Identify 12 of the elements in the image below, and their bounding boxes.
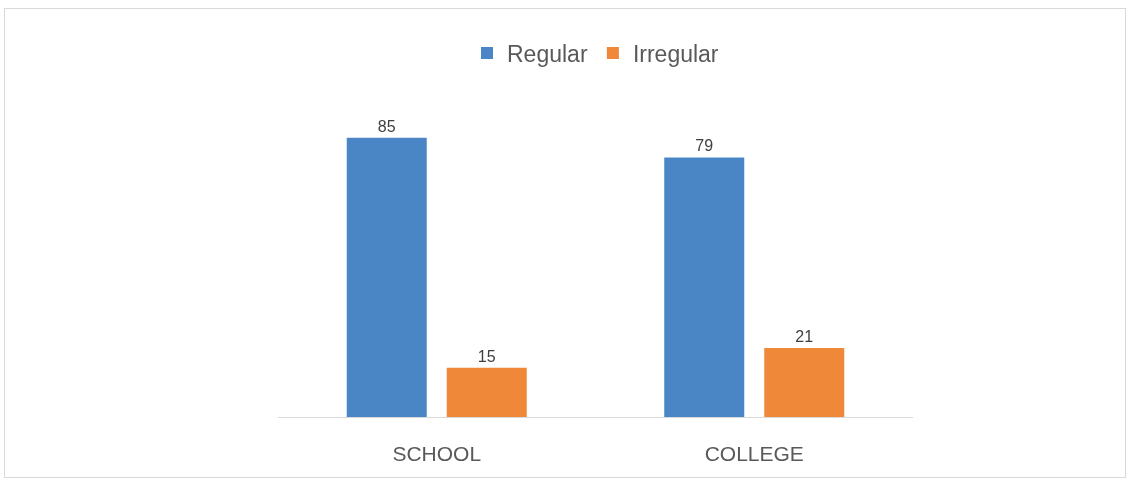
legend-label: Regular [507, 40, 588, 67]
data-label: 15 [477, 347, 496, 365]
x-tick-label: SCHOOL [392, 442, 482, 466]
x-tick-label: COLLEGE [704, 442, 804, 466]
data-label: 79 [695, 137, 714, 155]
bar [664, 157, 745, 417]
legend-label: Irregular [632, 40, 719, 67]
bar [346, 137, 427, 417]
data-label: 21 [795, 328, 814, 345]
data-label: 85 [377, 117, 396, 135]
bar [446, 367, 527, 417]
bar [764, 348, 845, 417]
